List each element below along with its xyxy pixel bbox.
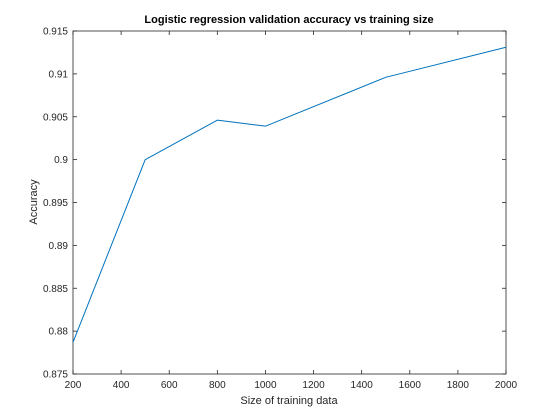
y-tick-label: 0.91 (49, 69, 69, 80)
y-tick-label: 0.915 (43, 27, 68, 38)
data-point (506, 47, 507, 48)
data-point (385, 77, 386, 78)
x-tick-label: 800 (209, 380, 226, 391)
y-tick-label: 0.88 (49, 327, 69, 338)
x-tick-label: 1600 (399, 380, 422, 391)
y-tick-label: 0.9 (54, 155, 68, 166)
x-axis-label: Size of training data (240, 395, 338, 407)
x-tick-label: 1800 (447, 380, 470, 391)
y-axis-label: Accuracy (28, 179, 40, 225)
y-tick-label: 0.895 (43, 198, 68, 209)
x-tick-label: 2000 (495, 380, 518, 391)
series-line (72, 46, 507, 343)
x-tick-label: 1400 (351, 380, 374, 391)
y-axis: 0.875 0.88 0.885 0.89 0.895 0.9 0.905 0.91 0.915 (43, 27, 506, 381)
x-tick-label: 400 (113, 380, 130, 391)
y-tick-label: 0.885 (43, 284, 68, 295)
y-tick-label: 0.875 (43, 370, 68, 381)
x-tick-label: 600 (161, 380, 178, 391)
x-tick-label: 1000 (254, 380, 277, 391)
y-tick-label: 0.905 (43, 112, 68, 123)
series-layer (72, 46, 507, 343)
plot-area (72, 30, 507, 375)
x-axis: 200 400 600 800 1000 1200 1400 1600 1800 2000 (65, 31, 518, 391)
data-point (265, 126, 266, 127)
x-tick-label: 200 (65, 380, 82, 391)
chart-title: Logistic regression validation accuracy … (144, 14, 433, 26)
x-tick-label: 1200 (302, 380, 325, 391)
y-tick-label: 0.89 (49, 241, 69, 252)
data-point (217, 120, 218, 121)
data-point (73, 342, 74, 343)
data-point (145, 159, 146, 160)
